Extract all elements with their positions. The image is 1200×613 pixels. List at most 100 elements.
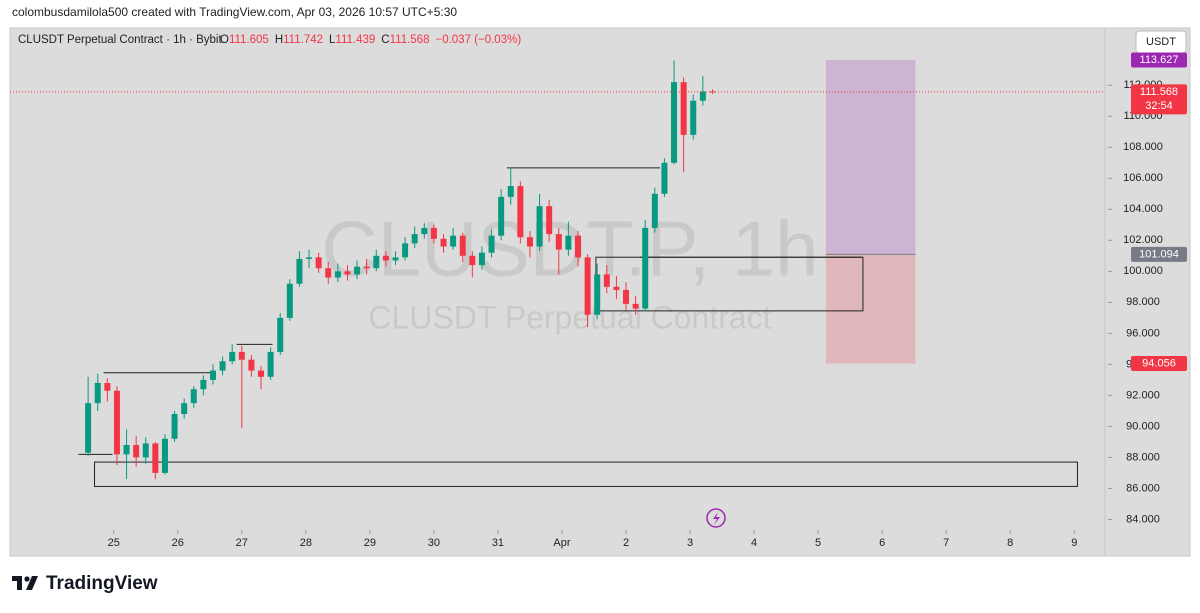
candle-body: [315, 257, 322, 269]
candle-body: [507, 186, 514, 197]
candle-body: [632, 303, 639, 309]
price-label-bg: [1131, 356, 1187, 372]
x-tick-label: 25: [108, 537, 120, 549]
candle-body: [440, 238, 447, 247]
candle-body: [267, 351, 274, 377]
candle-body: [248, 359, 255, 371]
footer-logo: TradingView: [12, 573, 158, 594]
candle-body: [613, 286, 620, 290]
price-label-bg: [1131, 52, 1187, 68]
candle-body: [671, 82, 678, 163]
candle-body: [411, 234, 418, 244]
candle-body: [94, 382, 101, 404]
candle-body: [344, 271, 351, 275]
candle-body: [555, 234, 562, 250]
candle-body: [594, 274, 601, 315]
candle-body: [459, 235, 466, 256]
ohlc-value: 111.568: [390, 34, 430, 46]
candle-body: [152, 443, 159, 473]
y-tick-label: 98.000: [1126, 296, 1160, 308]
candle-body: [113, 390, 120, 455]
y-tick-label: 108.000: [1123, 141, 1163, 153]
candle-body: [430, 227, 437, 239]
header-legend: CLUSDT Perpetual Contract · 1h · Bybit O…: [18, 34, 521, 46]
ohlc-key: H: [275, 34, 283, 46]
logo-text: TradingView: [46, 573, 158, 594]
x-tick-label: 6: [879, 537, 885, 549]
watermark-name: CLUSDT Perpetual Contract: [368, 299, 771, 335]
candle-body: [392, 257, 399, 261]
x-tick-label: 7: [943, 537, 949, 549]
price-label: 113.627: [1140, 54, 1179, 66]
candle-body: [363, 266, 370, 269]
candle-body: [469, 255, 476, 266]
countdown: 32:54: [1145, 100, 1173, 112]
y-tick-label: 84.000: [1126, 513, 1160, 525]
candle-body: [373, 255, 380, 269]
currency-label[interactable]: USDT: [1146, 36, 1176, 48]
candle-body: [354, 266, 361, 275]
x-tick-label: 5: [815, 537, 821, 549]
ohlc-change: −0.037 (−0.03%): [435, 34, 521, 46]
logo-mark: [12, 576, 38, 590]
candle-body: [277, 317, 284, 352]
candle-body: [526, 237, 533, 247]
x-tick-label: 27: [236, 537, 248, 549]
y-tick-label: 100.000: [1123, 265, 1163, 277]
stop-zone: [825, 254, 916, 364]
ohlc-value: 111.439: [335, 34, 375, 46]
ohlc-value: 111.605: [229, 34, 269, 46]
candle-body: [498, 196, 505, 236]
price-label-bg: [1131, 246, 1187, 262]
candle-body: [584, 257, 591, 315]
ohlc-key: L: [329, 34, 336, 46]
x-tick-label: 3: [687, 537, 693, 549]
y-tick-label: 92.000: [1126, 389, 1160, 401]
x-tick-label: 8: [1007, 537, 1013, 549]
candle-body: [142, 443, 149, 458]
ohlc-key: C: [381, 34, 389, 46]
event-icon[interactable]: [706, 508, 726, 528]
zone-box: [94, 461, 1078, 487]
ohlc-values: O111.605 H111.742 L111.439 C111.568 −0.037 (…: [220, 34, 521, 46]
target-zone: [825, 59, 916, 255]
candle-body: [402, 243, 409, 258]
candle-body: [200, 379, 207, 390]
x-tick-label: 29: [364, 537, 376, 549]
price-label: 111.568: [1140, 86, 1178, 98]
candle-body: [123, 445, 130, 455]
candle-body: [680, 82, 687, 135]
candle-body: [536, 206, 543, 247]
logo-dot: [24, 576, 30, 582]
candle-body: [181, 403, 188, 414]
candle-body: [574, 235, 581, 258]
candle-body: [85, 403, 92, 453]
candle-body: [238, 351, 245, 360]
candle-body: [161, 438, 168, 473]
y-tick-label: 104.000: [1123, 203, 1163, 215]
candle-body: [190, 389, 197, 404]
candle-body: [209, 370, 216, 380]
candle-body: [258, 370, 265, 377]
ohlc-key: O: [220, 34, 229, 46]
x-tick-label: 9: [1071, 537, 1077, 549]
x-tick-label: 2: [623, 537, 629, 549]
candle-body: [488, 235, 495, 253]
candle-body: [478, 252, 485, 266]
ohlc-value: 111.742: [283, 34, 323, 46]
y-tick-label: 90.000: [1126, 420, 1160, 432]
y-tick-label: 106.000: [1123, 172, 1163, 184]
price-label-bg: [1131, 84, 1187, 115]
x-tick-label: Apr: [553, 537, 570, 549]
candle-body: [603, 274, 610, 287]
candle-body: [286, 283, 293, 318]
candle-body: [699, 91, 706, 101]
candle-body: [306, 257, 313, 259]
x-tick-label: 31: [492, 537, 504, 549]
candle-body: [661, 162, 668, 194]
candle-body: [651, 193, 658, 228]
candle-body: [623, 289, 630, 304]
candle-body: [219, 361, 226, 371]
x-tick-label: 30: [428, 537, 440, 549]
